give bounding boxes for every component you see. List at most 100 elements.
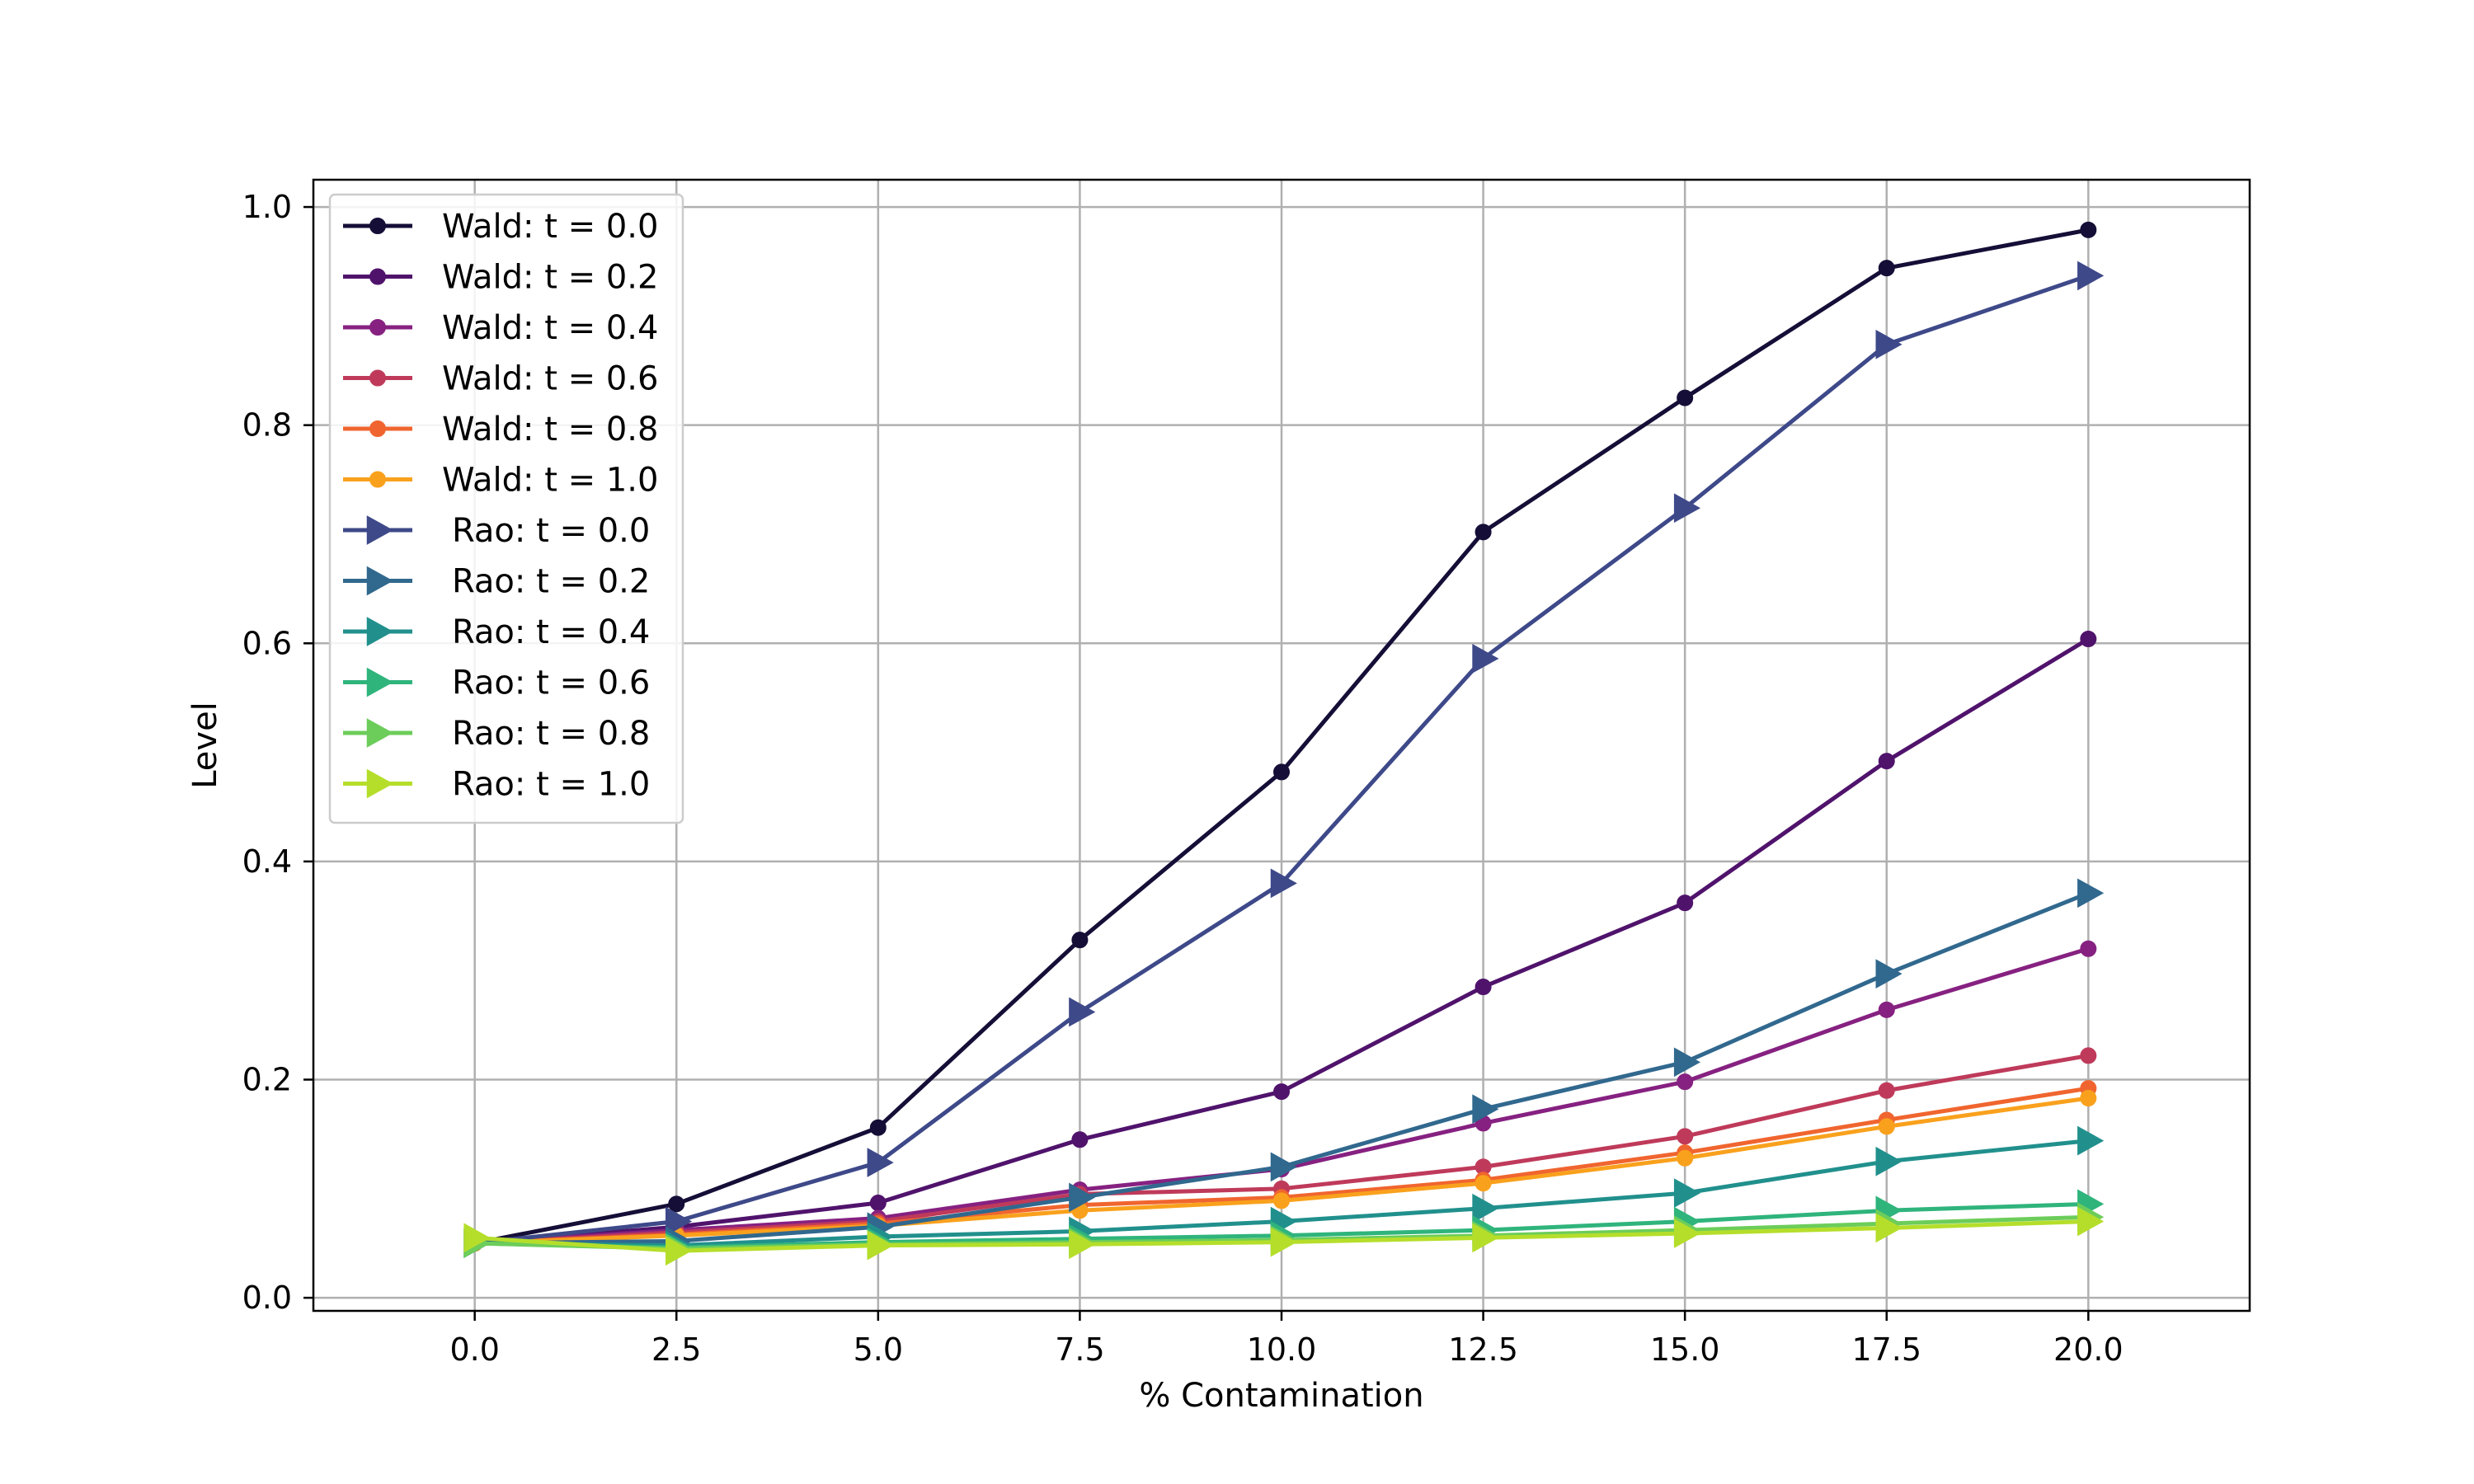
data-point [1673, 1047, 1701, 1078]
data-point [869, 1195, 887, 1212]
legend-marker [366, 667, 393, 697]
legend-label: Wald: t = 0.6 [442, 360, 658, 398]
legend-label: Wald: t = 0.8 [442, 411, 658, 448]
data-point [1069, 1229, 1096, 1260]
data-point [463, 1223, 491, 1253]
data-point [1673, 1178, 1701, 1208]
y-tick-label: 0.2 [242, 1062, 292, 1098]
data-point [1071, 932, 1089, 949]
x-axis-title: % Contamination [1139, 1377, 1423, 1415]
data-point [1475, 1175, 1492, 1192]
y-tick-label: 0.6 [242, 625, 292, 661]
legend-entry: Wald: t = 1.0 [343, 462, 658, 500]
legend-entry: Wald: t = 0.4 [343, 309, 658, 347]
y-tick-label: 0.8 [242, 407, 292, 444]
legend-entry: Rao: t = 0.6 [343, 665, 650, 702]
legend-label: Wald: t = 0.4 [442, 309, 658, 347]
data-point [867, 1230, 894, 1261]
legend-marker [369, 319, 386, 336]
data-point [1878, 753, 1895, 770]
data-point [2080, 631, 2097, 648]
x-tick-label: 10.0 [1247, 1331, 1317, 1368]
data-point [1472, 1223, 1499, 1253]
y-tick-label: 0.0 [242, 1280, 292, 1316]
legend-entry: Wald: t = 0.6 [343, 360, 658, 398]
data-point [668, 1195, 685, 1213]
legend-label: Wald: t = 0.0 [442, 208, 658, 246]
legend-marker [366, 566, 393, 596]
legend-marker [366, 768, 393, 799]
data-point [2077, 1125, 2105, 1156]
data-point [1475, 979, 1492, 996]
series-layer [463, 221, 2105, 1266]
data-point [1270, 1227, 1297, 1257]
data-point [1878, 1001, 1895, 1018]
data-point [1677, 895, 1694, 912]
data-point [1878, 1082, 1895, 1099]
legend-marker [369, 369, 386, 387]
legend-label: Rao: t = 1.0 [452, 766, 650, 804]
x-tick-label: 7.5 [1055, 1331, 1104, 1368]
data-point [1673, 1219, 1701, 1248]
data-point [1677, 1073, 1694, 1091]
data-point [666, 1206, 693, 1237]
legend-label: Rao: t = 0.0 [452, 512, 650, 550]
data-point [1472, 1094, 1499, 1125]
data-point [2080, 1047, 2097, 1064]
x-tick-label: 5.0 [854, 1331, 903, 1368]
legend-entry: Wald: t = 0.0 [343, 208, 658, 246]
data-point [2077, 1206, 2105, 1237]
data-point [1069, 997, 1096, 1027]
legend-entry: Rao: t = 0.0 [343, 512, 650, 550]
legend-marker [366, 718, 393, 748]
data-point [1677, 1149, 1694, 1167]
data-point [1677, 1128, 1694, 1145]
data-point [2080, 221, 2097, 238]
data-point [666, 1236, 693, 1266]
data-point [1878, 260, 1895, 277]
data-point [867, 1148, 894, 1177]
data-point [1270, 1152, 1297, 1182]
grid-lines [313, 180, 2250, 1311]
legend-label: Rao: t = 0.4 [452, 613, 650, 651]
x-tick-label: 0.0 [449, 1331, 499, 1368]
data-point [1875, 329, 1903, 359]
data-point [1069, 1182, 1096, 1213]
legend-entry: Wald: t = 0.8 [343, 411, 658, 448]
data-point [1472, 1193, 1499, 1223]
legend: Wald: t = 0.0 Wald: t = 0.2 Wald: t = 0.4 W… [328, 193, 684, 824]
data-point [1875, 959, 1903, 989]
data-point [1273, 1192, 1290, 1209]
data-point [1273, 1083, 1290, 1101]
legend-marker [366, 617, 393, 646]
data-point [1472, 643, 1499, 674]
legend-label: Rao: t = 0.8 [452, 715, 650, 753]
y-tick-label: 1.0 [242, 189, 292, 225]
legend-entry: Rao: t = 0.2 [343, 563, 650, 601]
data-point [1673, 493, 1701, 524]
x-axis: 0.0 2.5 5.0 7.5 10.0 12.5 15.0 17.5 20.0 [449, 1311, 2124, 1368]
x-tick-label: 2.5 [651, 1331, 701, 1368]
legend-label: Wald: t = 1.0 [442, 462, 658, 500]
x-tick-label: 15.0 [1650, 1331, 1720, 1368]
data-point [1677, 389, 1694, 406]
legend-box [328, 193, 684, 824]
legend-entry: Wald: t = 0.2 [343, 259, 658, 297]
legend-entry: Rao: t = 0.4 [343, 613, 650, 651]
series-11 [463, 1206, 2105, 1266]
data-point [1273, 763, 1290, 781]
legend-marker [369, 268, 386, 285]
series-0 [466, 221, 2097, 1252]
data-point [1270, 868, 1297, 899]
data-point [2080, 1090, 2097, 1107]
data-point [1475, 524, 1492, 541]
data-point [2080, 940, 2097, 957]
legend-entry: Rao: t = 0.8 [343, 715, 650, 753]
legend-label: Wald: t = 0.2 [442, 259, 658, 297]
data-point [1875, 1146, 1903, 1176]
legend-entry: Rao: t = 1.0 [343, 766, 650, 804]
legend-marker [369, 420, 386, 437]
y-tick-label: 0.4 [242, 843, 292, 880]
data-point [2077, 261, 2105, 291]
